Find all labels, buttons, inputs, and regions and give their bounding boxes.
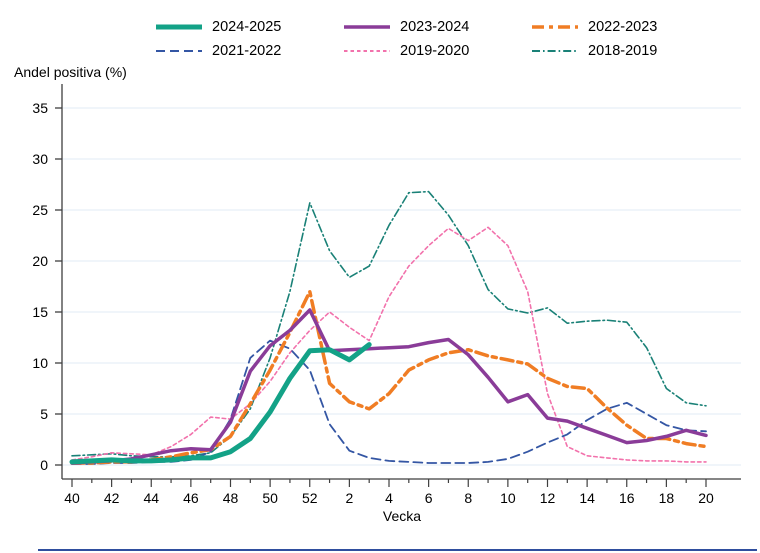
legend-item-2022-2023: 2022-2023 — [531, 16, 719, 38]
series-line-2019-2020 — [71, 226, 707, 463]
y-tick-label-5: 5 — [40, 406, 48, 422]
x-tick-label-18: 18 — [659, 490, 675, 506]
x-tick-label-46: 46 — [183, 490, 199, 506]
legend-item-2021-2022: 2021-2022 — [155, 40, 343, 62]
x-tick-label-50: 50 — [262, 490, 278, 506]
legend-swatch-2024-2025 — [156, 24, 202, 30]
x-tick-label-40: 40 — [64, 490, 80, 506]
x-tick-label-48: 48 — [223, 490, 239, 506]
legend-swatch-2018-2019 — [532, 50, 578, 52]
x-tick-label-8: 8 — [464, 490, 472, 506]
y-tick-label-25: 25 — [32, 202, 48, 218]
legend-label-2018-2019: 2018-2019 — [588, 43, 658, 59]
series-line-2018-2019 — [71, 190, 707, 458]
x-axis-title: Vecka — [382, 508, 422, 524]
x-tick-label-20: 20 — [698, 490, 714, 506]
legend-row-1: 2024-2025 2023-2024 2022-2023 — [155, 16, 719, 38]
legend-label-2024-2025: 2024-2025 — [212, 19, 282, 35]
y-tick-label-15: 15 — [32, 304, 48, 320]
x-tick-label-16: 16 — [619, 490, 635, 506]
x-tick-label-4: 4 — [385, 490, 393, 506]
legend-label-2023-2024: 2023-2024 — [400, 19, 470, 35]
x-tick-label-2: 2 — [345, 490, 353, 506]
x-tick-label-12: 12 — [540, 490, 556, 506]
series-line-2023-2024 — [70, 308, 708, 465]
y-tick-label-20: 20 — [32, 253, 48, 269]
series-line-2022-2023 — [70, 289, 708, 465]
legend-swatch-2023-2024 — [344, 25, 390, 29]
legend-label-2019-2020: 2019-2020 — [400, 43, 470, 59]
legend-label-2022-2023: 2022-2023 — [588, 19, 658, 35]
legend-label-2021-2022: 2021-2022 — [212, 43, 282, 59]
y-tick-label-10: 10 — [32, 355, 48, 371]
legend-swatch-2022-2023 — [532, 25, 578, 29]
y-tick-label-30: 30 — [32, 151, 48, 167]
y-axis-title: Andel positiva (%) — [14, 64, 127, 80]
bottom-divider-rule — [38, 549, 757, 551]
x-tick-label-44: 44 — [143, 490, 159, 506]
legend-item-2023-2024: 2023-2024 — [343, 16, 531, 38]
x-tick-label-14: 14 — [579, 490, 595, 506]
y-tick-label-35: 35 — [32, 100, 48, 116]
x-tick-label-6: 6 — [425, 490, 433, 506]
y-tick-label-0: 0 — [40, 457, 48, 473]
legend-swatch-2021-2022 — [156, 50, 202, 52]
x-tick-label-10: 10 — [500, 490, 516, 506]
legend-swatch-2019-2020 — [344, 50, 390, 52]
legend-item-2018-2019: 2018-2019 — [531, 40, 719, 62]
x-tick-label-52: 52 — [302, 490, 318, 506]
series-line-2024-2025 — [69, 342, 372, 465]
legend-item-2024-2025: 2024-2025 — [155, 16, 343, 38]
series-line-2021-2022 — [71, 339, 707, 465]
legend-row-2: 2021-2022 2019-2020 2018-2019 — [155, 40, 719, 62]
legend-item-2019-2020: 2019-2020 — [343, 40, 531, 62]
x-tick-label-42: 42 — [104, 490, 120, 506]
